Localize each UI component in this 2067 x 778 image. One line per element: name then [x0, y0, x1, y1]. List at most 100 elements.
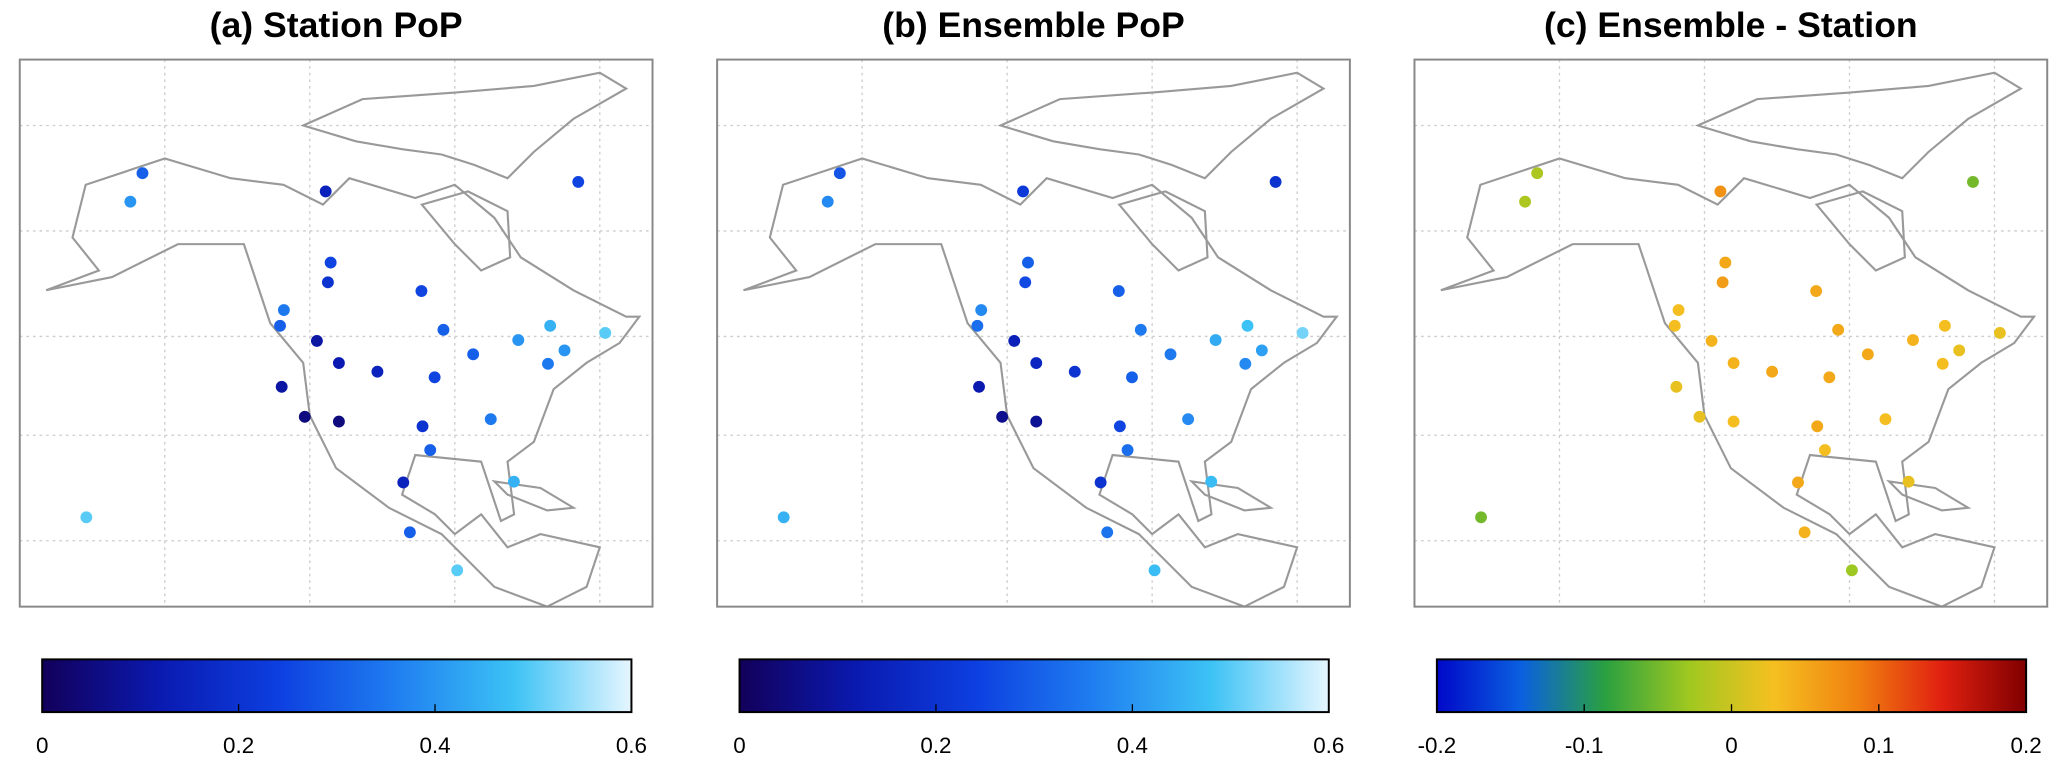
station-point	[1902, 475, 1915, 488]
station-point	[451, 564, 464, 577]
colorbar-tick-label: 0.1	[1863, 733, 1894, 758]
colorbar	[41, 658, 633, 714]
station-point	[996, 410, 1009, 423]
station-point	[1832, 323, 1845, 336]
station-point	[1668, 319, 1681, 332]
colorbar-tick-label: 0	[1725, 733, 1737, 758]
station-point	[1241, 319, 1254, 332]
station-point	[1953, 344, 1966, 357]
station-point	[599, 327, 612, 339]
colorbar-tick-label: 0.2	[223, 733, 254, 758]
colorbar-tick-label: 0	[733, 733, 745, 758]
station-point	[1519, 195, 1531, 208]
station-point	[1101, 526, 1114, 539]
colorbar-tick-label: 0.6	[1313, 733, 1344, 758]
station-point	[1766, 365, 1779, 378]
station-point	[1672, 304, 1685, 316]
station-point	[1727, 357, 1740, 369]
station-point	[274, 319, 286, 332]
map-background	[1414, 59, 2048, 607]
station-point	[507, 475, 520, 488]
station-point	[1019, 276, 1032, 289]
station-point	[136, 167, 149, 180]
map-frame	[18, 58, 654, 608]
station-point	[80, 511, 93, 524]
colorbar-tick-label: -0.1	[1565, 733, 1604, 758]
station-point	[1727, 415, 1740, 428]
station-point	[1022, 256, 1034, 269]
station-point	[973, 380, 985, 393]
colorbar	[1435, 658, 2028, 714]
station-point	[1907, 334, 1919, 347]
station-point	[1967, 175, 1979, 188]
station-point	[1938, 319, 1951, 332]
station-point	[1269, 175, 1282, 188]
map-panel	[1413, 58, 2049, 608]
station-point	[416, 420, 429, 433]
station-point	[1845, 564, 1858, 577]
station-point	[1148, 564, 1161, 577]
station-point	[1182, 413, 1195, 426]
station-point	[371, 365, 384, 378]
panel-title: (b) Ensemble PoP	[882, 5, 1184, 45]
station-point	[1094, 476, 1107, 489]
station-point	[1670, 380, 1683, 393]
station-point	[1716, 276, 1729, 289]
station-point	[124, 195, 137, 208]
station-point	[277, 304, 290, 316]
station-point	[971, 319, 984, 332]
station-point	[298, 410, 311, 423]
station-point	[1113, 420, 1126, 433]
station-point	[777, 511, 790, 524]
colorbar-tick-label: 0	[36, 733, 48, 758]
station-point	[512, 334, 525, 347]
station-point	[1134, 323, 1147, 336]
station-point	[1126, 371, 1138, 384]
station-point	[1068, 365, 1081, 378]
station-point	[1475, 511, 1487, 524]
station-point	[1255, 344, 1268, 357]
station-point	[558, 344, 571, 357]
station-point	[437, 323, 450, 336]
station-point	[332, 415, 345, 428]
station-point	[1861, 348, 1874, 361]
colorbar-tick-label: -0.2	[1418, 733, 1457, 758]
station-point	[833, 167, 846, 180]
station-point	[1714, 185, 1727, 198]
map-background	[19, 59, 653, 607]
station-point	[397, 476, 410, 489]
station-point	[1705, 334, 1718, 347]
station-point	[324, 256, 337, 269]
station-point	[1121, 444, 1134, 456]
colorbar-tick-label: 0.2	[920, 733, 951, 758]
station-point	[1819, 444, 1831, 456]
station-point	[1209, 334, 1222, 347]
station-point	[321, 276, 334, 289]
station-point	[424, 444, 437, 456]
station-point	[415, 285, 428, 297]
station-point	[1719, 256, 1732, 269]
station-point	[1008, 334, 1021, 347]
station-point	[1205, 475, 1218, 488]
panel-title: (c) Ensemble - Station	[1544, 5, 1918, 45]
colorbar	[738, 658, 1330, 714]
station-point	[1811, 420, 1824, 433]
map-panel	[716, 58, 1351, 608]
map-panel	[18, 58, 654, 608]
station-point	[1798, 526, 1811, 539]
station-point	[1017, 185, 1029, 198]
station-point	[403, 526, 416, 539]
colorbar-tick-label: 0.4	[419, 733, 450, 758]
station-point	[1531, 167, 1544, 180]
station-point	[821, 195, 834, 208]
panel-title: (a) Station PoP	[210, 5, 463, 45]
station-point	[428, 371, 441, 384]
colorbar-tick-label: 0.2	[2011, 733, 2042, 758]
map-background	[717, 59, 1350, 607]
station-point	[310, 334, 323, 347]
station-point	[1993, 327, 2006, 339]
station-point	[1164, 348, 1177, 361]
map-frame	[716, 58, 1351, 608]
